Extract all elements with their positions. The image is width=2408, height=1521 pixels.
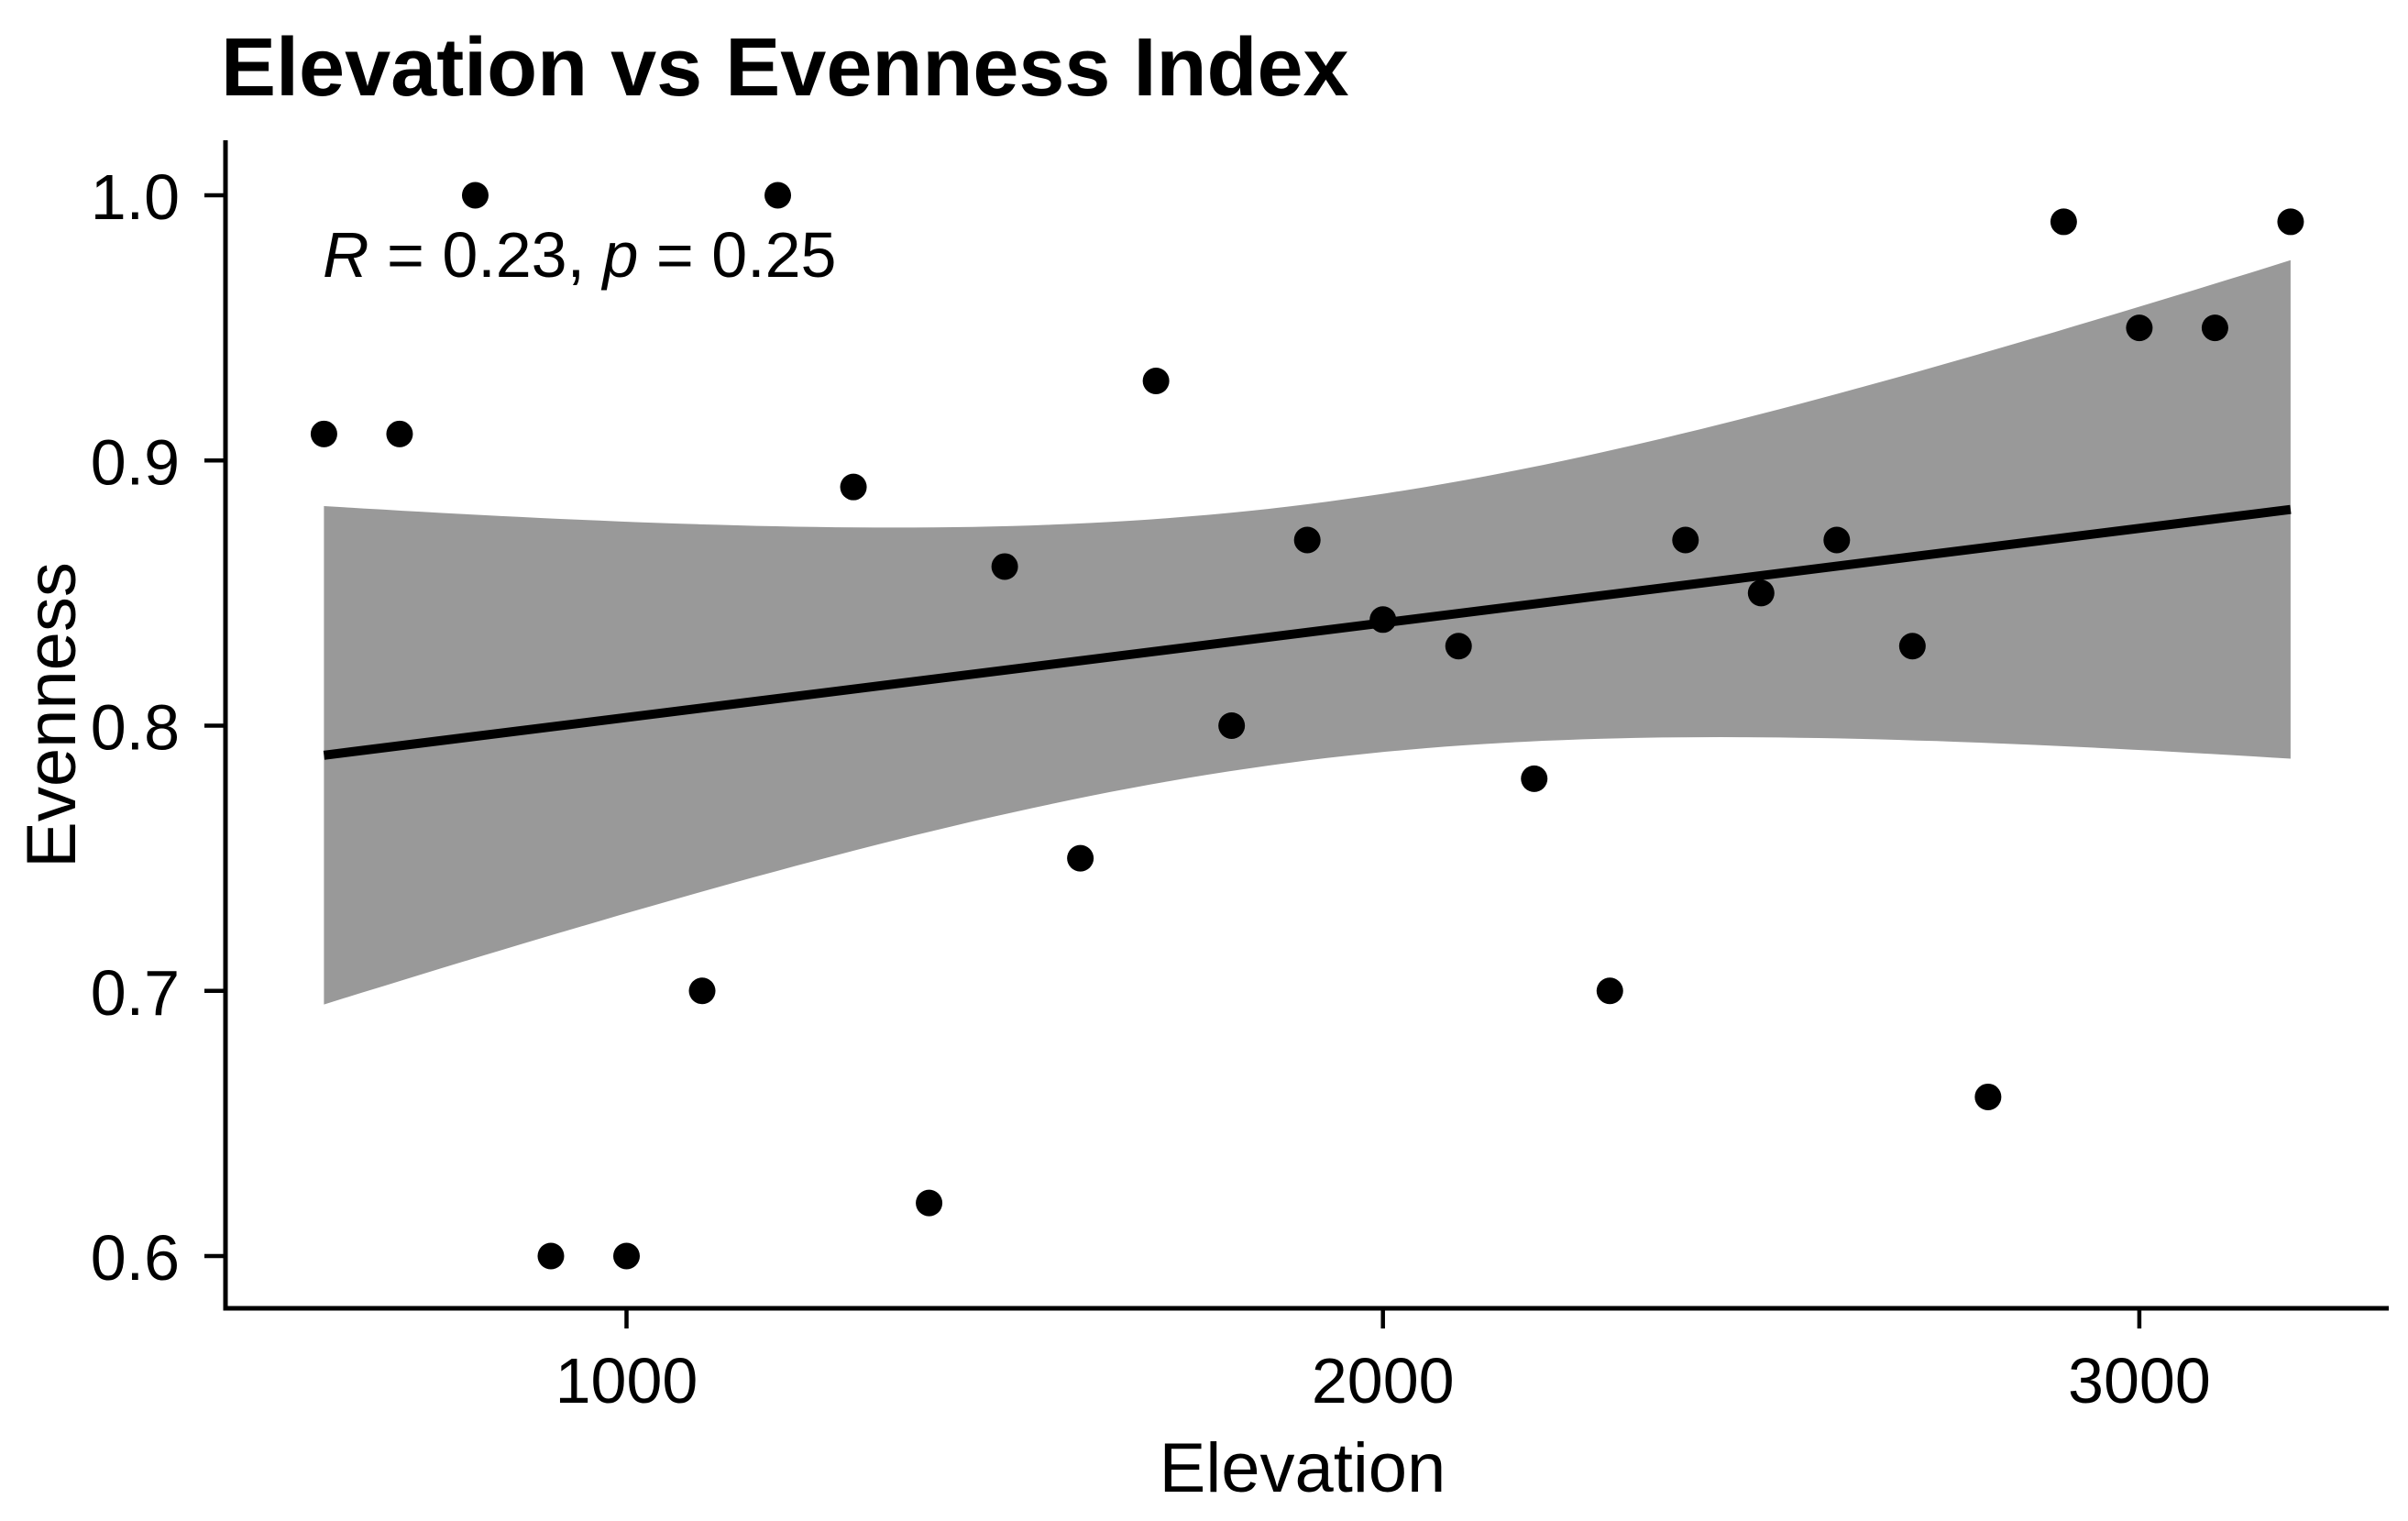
x-axis-title: Elevation [1160,1429,1446,1507]
x-tick-label: 2000 [1312,1345,1455,1416]
p-symbol: p [600,219,638,291]
x-tick-label: 3000 [2068,1345,2211,1416]
data-point [1898,633,1926,660]
r-symbol: R [323,219,369,291]
p-value: = 0.25 [638,219,836,291]
data-point [1672,526,1699,554]
data-point [916,1189,943,1217]
chart-title: Elevation vs Evenness Index [221,22,1349,114]
r-value: = 0.23, [369,219,603,291]
data-point [1293,526,1321,554]
data-point [1974,1083,2002,1110]
data-point [2050,208,2077,236]
regression-line [323,504,2292,760]
data-point [1067,844,1094,872]
correlation-annotation: R = 0.23, p = 0.25 [323,219,836,291]
data-point [1445,633,1472,660]
y-tick-label: 1.0 [91,161,180,233]
data-point [1218,712,1246,739]
y-tick-label: 0.9 [91,426,180,498]
x-tick-label: 1000 [555,1345,698,1416]
data-point [1747,579,1775,607]
data-point [764,182,792,209]
regression-line-group [323,504,2292,760]
y-axis-ticks: 1.0 0.9 0.8 0.7 0.6 [91,161,224,1294]
data-points-group [310,182,2304,1270]
data-point [1369,606,1397,634]
y-tick-label: 0.8 [91,692,180,764]
data-point [991,553,1018,580]
data-point [310,420,337,447]
data-point [461,182,489,209]
data-point [537,1242,565,1270]
data-point [1823,526,1851,554]
axes-group [223,140,2389,1311]
data-point [688,977,716,1005]
data-point [2277,208,2304,236]
data-point [386,420,413,447]
data-point [2201,314,2228,342]
data-point [1142,367,1170,394]
x-axis-ticks: 1000 2000 3000 [555,1310,2211,1416]
data-point [840,473,867,501]
data-point [2126,314,2153,342]
y-axis-title: Evenness [13,562,91,868]
y-tick-label: 0.6 [91,1222,180,1294]
data-point [1521,765,1548,792]
data-point [613,1242,640,1270]
data-point [1596,977,1623,1005]
y-tick-label: 0.7 [91,957,180,1029]
